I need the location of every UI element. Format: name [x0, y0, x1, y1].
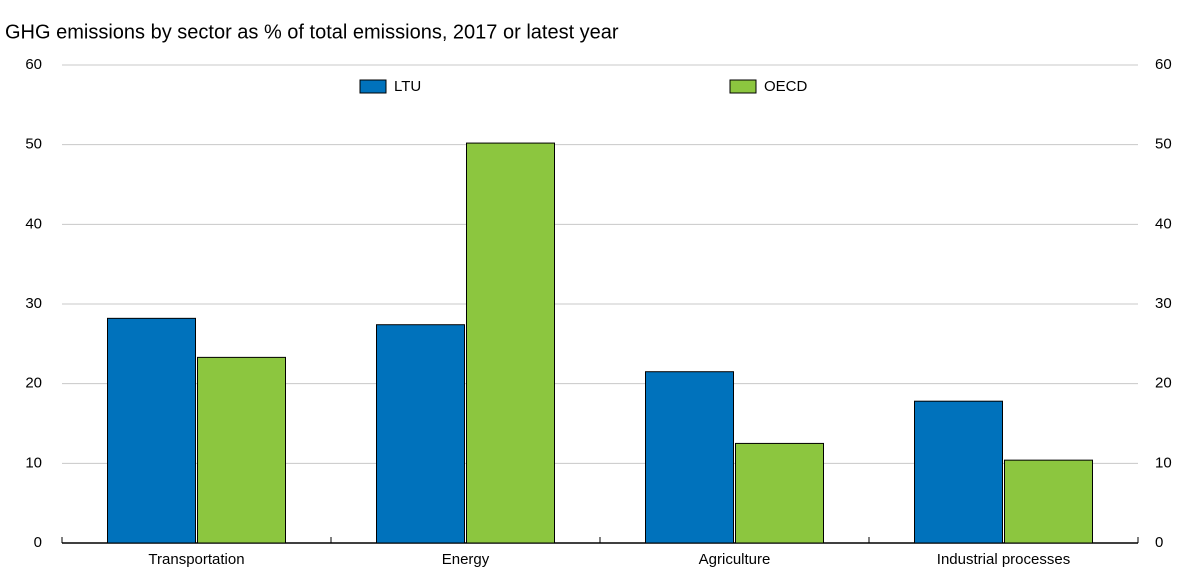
bar	[914, 400, 1003, 544]
y2-tick-label: 40	[1155, 215, 1172, 232]
legend-label: OECD	[764, 78, 808, 95]
y-tick-label: 20	[25, 375, 42, 392]
legend-swatch	[729, 79, 757, 94]
legend-swatch	[359, 79, 387, 94]
x-tick-label: Industrial processes	[937, 551, 1070, 568]
y-tick-label: 60	[25, 56, 42, 73]
x-tick-label: Agriculture	[699, 551, 771, 568]
x-tick-label: Transportation	[148, 551, 244, 568]
legend-label: LTU	[394, 78, 421, 95]
y2-tick-label: 30	[1155, 295, 1172, 312]
y-tick-label: 10	[25, 454, 42, 471]
y2-tick-label: 20	[1155, 375, 1172, 392]
y-tick-label: 40	[25, 215, 42, 232]
bar	[197, 356, 286, 544]
y2-tick-label: 60	[1155, 56, 1172, 73]
bar	[107, 317, 196, 544]
bar	[466, 142, 555, 544]
y-tick-label: 30	[25, 295, 42, 312]
bar	[645, 371, 734, 544]
y-tick-label: 0	[34, 534, 42, 551]
x-tick-label: Energy	[442, 551, 490, 568]
bar	[735, 442, 824, 544]
y-tick-label: 50	[25, 136, 42, 153]
y2-tick-label: 0	[1155, 534, 1163, 551]
y2-tick-label: 50	[1155, 136, 1172, 153]
bar	[376, 324, 465, 544]
y2-tick-label: 10	[1155, 454, 1172, 471]
bar	[1004, 459, 1093, 544]
chart-title: GHG emissions by sector as % of total em…	[5, 21, 619, 43]
